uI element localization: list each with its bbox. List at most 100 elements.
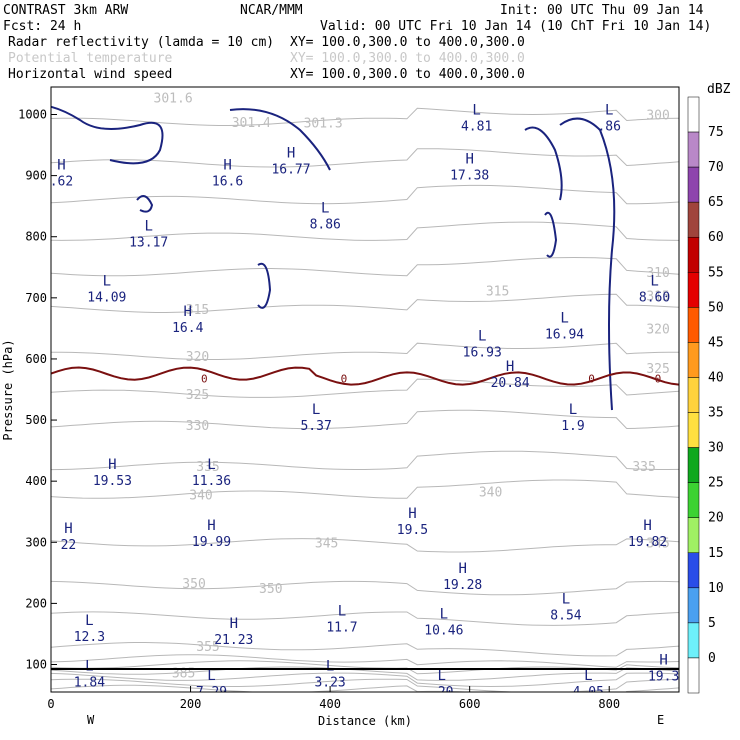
y-tick-label: 300: [25, 535, 47, 549]
wind-extremum-letter: L: [338, 604, 346, 620]
theta-contour: [51, 479, 679, 499]
wind-contour: [136, 195, 154, 213]
wind-extremum-letter: L: [584, 668, 592, 684]
wind-extremum-letter: L: [562, 591, 570, 607]
theta-contours: [51, 107, 679, 692]
wind-extremum-value: .62: [50, 175, 73, 190]
colorbar-level-label: 75: [708, 125, 724, 140]
wind-extremum-letter: H: [643, 518, 651, 534]
wind-extremum-value: 1.84: [74, 676, 105, 691]
x-axis-label: Distance (km): [318, 714, 412, 728]
theta-label: 340: [479, 486, 502, 501]
theta-contour: [51, 654, 679, 668]
theta-label: 320: [646, 322, 669, 337]
theta-contour: [51, 684, 679, 692]
colorbar-level-label: 20: [708, 511, 724, 526]
theta-label: 325: [186, 388, 209, 403]
wind-extremum-value: 21.23: [214, 633, 253, 648]
wind-extremum-value: .86: [597, 120, 620, 135]
y-tick-label: 800: [25, 230, 47, 244]
theta-contour: [51, 148, 679, 168]
colorbar-level-label: 15: [708, 546, 724, 561]
wind-extremum-letter: H: [230, 616, 238, 632]
wind-extremum-value: 16.6: [212, 175, 243, 190]
wind-extremum-letter: H: [57, 158, 65, 174]
freezing-level-label: 0: [201, 373, 208, 386]
colorbar-level-label: 10: [708, 581, 724, 596]
colorbar-swatch: [687, 96, 700, 133]
wind-extremum-letter: H: [408, 506, 416, 522]
freezing-level-line: [51, 366, 679, 386]
wind-extremum-letter: L: [438, 668, 446, 684]
colorbar-level-label: 50: [708, 300, 724, 315]
wind-extremum-letter: H: [108, 457, 116, 473]
colorbar-swatch: [687, 131, 700, 168]
wind-extremum-value: 8.54: [550, 608, 581, 623]
y-tick-label: 500: [25, 413, 47, 427]
theta-label: 345: [646, 536, 669, 551]
freezing-level-label: 0: [655, 373, 662, 386]
axes: 0 200 400 600 800 100 200 300 400 500 600 700 800 900…: [18, 108, 620, 712]
wind-extremum-letter: L: [440, 607, 448, 623]
theta-label: 315: [486, 285, 509, 300]
theta-contour: [51, 221, 679, 241]
colorbar-level-label: 0: [708, 651, 716, 666]
dir-label-east: E: [657, 713, 664, 727]
colorbar-swatch: [687, 377, 700, 413]
wind-extremum-letter: H: [64, 521, 72, 537]
colorbar-swatch: [687, 622, 700, 659]
field-name-theta: Potential temperature: [8, 51, 173, 66]
wind-extremum-letter: L: [569, 402, 577, 418]
wind-extremum-letter: H: [465, 151, 473, 167]
wind-extremum-value: .20: [430, 685, 453, 700]
wind-extremum-value: 4.05: [573, 685, 604, 700]
wind-extremum-value: 12.3: [74, 630, 105, 645]
freezing-level: 0 0 0 0: [51, 366, 679, 386]
wind-contour: [229, 108, 331, 171]
wind-extremum-value: 7.29: [196, 685, 227, 700]
colorbar-level-label: 65: [708, 195, 724, 210]
colorbar-swatch: [687, 307, 700, 343]
theta-label: 320: [186, 350, 209, 365]
wind-extremum-value: 4.81: [461, 120, 492, 135]
wind-extremum-value: 11.7: [326, 621, 357, 636]
wind-extremum-value: 19.53: [93, 474, 132, 489]
theta-label: 335: [632, 460, 655, 475]
wind-extremum-letter: L: [85, 659, 93, 675]
y-tick-label: 100: [25, 658, 47, 672]
header-init: Init: 00 UTC Thu 09 Jan 14: [500, 3, 704, 18]
wind-extremum-value: 8.60: [639, 291, 670, 306]
x-tick-label: 600: [459, 697, 481, 711]
theta-contour: [51, 256, 679, 277]
colorbar-swatch: [687, 482, 700, 518]
theta-label: 301.4: [232, 116, 271, 131]
header-org: NCAR/MMM: [240, 3, 303, 18]
wind-contour: [257, 262, 272, 309]
wind-extremum-value: 16.77: [271, 162, 310, 177]
wind-extremum-letter: L: [560, 310, 568, 326]
colorbar-swatch: [687, 587, 700, 624]
wind-extremum-letter: L: [326, 659, 334, 675]
field-xy-wind: XY= 100.0,300.0 to 400.0,300.0: [290, 67, 525, 82]
header-model: CONTRAST 3km ARW: [3, 3, 128, 18]
theta-label: 310: [646, 266, 669, 281]
theta-contour: [51, 611, 679, 626]
header-valid: Valid: 00 UTC Fri 10 Jan 14 (10 ChT Fri …: [320, 19, 711, 34]
wind-extremum-letter: H: [458, 561, 466, 577]
wind-extremum-value: 3.23: [314, 676, 345, 691]
wind-extremum-letter: L: [321, 200, 329, 216]
y-axis-label: Pressure (hPa): [1, 339, 15, 440]
wind-extremum-value: 8.86: [310, 217, 341, 232]
wind-extremum-value: 13.17: [129, 236, 168, 251]
theta-contour: [51, 580, 679, 596]
theta-contour: [51, 660, 679, 675]
x-tick-label: 200: [180, 697, 202, 711]
wind-extremum-letter: L: [207, 668, 215, 684]
colorbar-level-label: 40: [708, 370, 724, 385]
theta-contour: [51, 378, 679, 398]
field-name-wind: Horizontal wind speed: [8, 67, 172, 82]
wind-extremum-value: 19.5: [397, 523, 428, 538]
wind-contour: [544, 211, 558, 258]
